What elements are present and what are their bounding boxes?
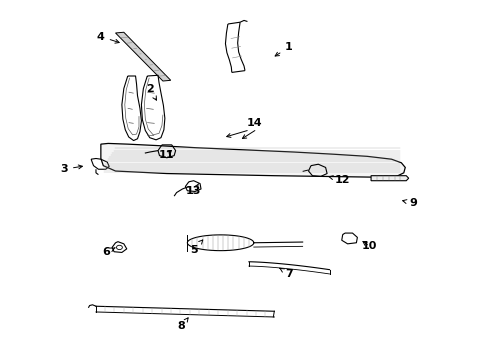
Text: 2: 2 xyxy=(146,84,156,100)
Text: 12: 12 xyxy=(329,175,350,185)
Text: 9: 9 xyxy=(403,198,417,208)
Text: 5: 5 xyxy=(190,240,203,255)
Text: 14: 14 xyxy=(247,118,263,128)
Polygon shape xyxy=(101,143,405,177)
Text: 7: 7 xyxy=(280,268,293,279)
Text: 13: 13 xyxy=(186,184,201,197)
Text: 4: 4 xyxy=(97,32,119,43)
Text: 1: 1 xyxy=(275,42,293,56)
Text: 10: 10 xyxy=(362,241,377,251)
Text: 3: 3 xyxy=(60,164,82,174)
Polygon shape xyxy=(116,32,171,81)
Text: 8: 8 xyxy=(177,318,188,331)
Text: 11: 11 xyxy=(159,150,174,160)
Polygon shape xyxy=(371,176,409,181)
Text: 6: 6 xyxy=(102,247,115,257)
